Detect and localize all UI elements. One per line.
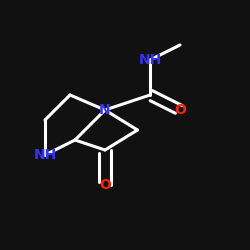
Text: NH: NH (138, 53, 162, 67)
Text: O: O (174, 103, 186, 117)
Text: NH: NH (34, 148, 56, 162)
Text: N: N (99, 103, 111, 117)
Text: O: O (99, 178, 111, 192)
